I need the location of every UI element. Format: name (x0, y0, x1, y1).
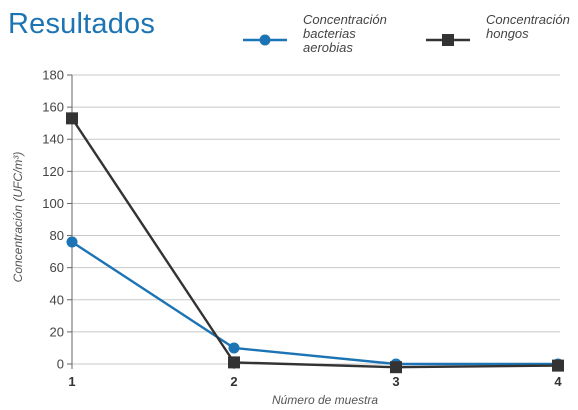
x-tick-label: 1 (68, 374, 75, 389)
series-line-bacterias (72, 242, 558, 364)
y-tick-label: 80 (50, 228, 64, 243)
y-tick-label: 140 (42, 132, 64, 147)
x-axis-label: Número de muestra (272, 393, 378, 407)
y-tick-label: 20 (50, 324, 64, 339)
y-tick-labels: 0 20 40 60 80 100 120 140 160 180 (42, 68, 64, 372)
y-tick-label: 0 (57, 357, 64, 372)
y-tick-label: 160 (42, 100, 64, 115)
legend-marker-bacterias (243, 35, 287, 46)
x-tick-label: 4 (554, 374, 562, 389)
data-point-hongos-3 (390, 361, 402, 373)
y-tick-label: 120 (42, 164, 64, 179)
series-line-hongos (72, 118, 558, 367)
y-tick-label: 60 (50, 260, 64, 275)
x-tick-label: 3 (392, 374, 399, 389)
legend-marker-hongos (426, 34, 470, 46)
data-point-bacterias-1 (67, 236, 78, 247)
y-tick-label: 40 (50, 292, 64, 307)
y-tick-label: 100 (42, 196, 64, 211)
y-tick-label: 180 (42, 68, 64, 83)
series-lines (66, 112, 564, 373)
data-point-hongos-2 (228, 356, 240, 368)
data-point-hongos-1 (66, 112, 78, 124)
x-tick-labels: 1 2 3 4 (68, 374, 562, 389)
data-point-bacterias-2 (229, 342, 240, 353)
data-point-hongos-4 (552, 360, 564, 372)
x-tick-label: 2 (230, 374, 237, 389)
y-axis-label: Concentración (UFC/m³) (11, 152, 25, 283)
